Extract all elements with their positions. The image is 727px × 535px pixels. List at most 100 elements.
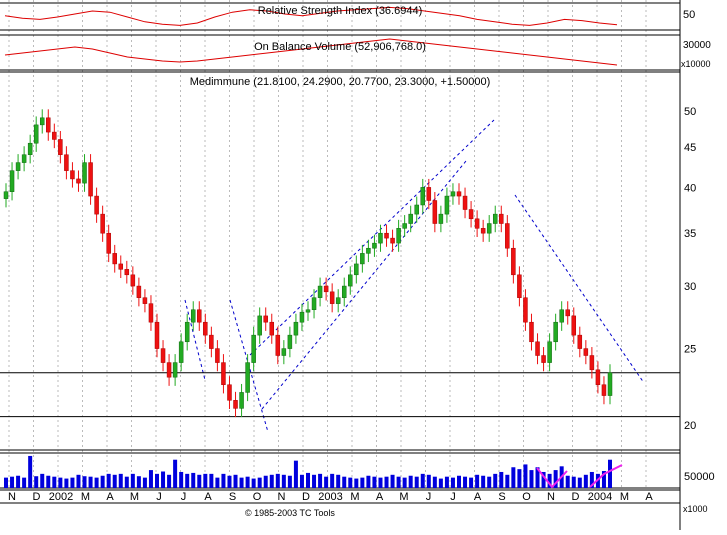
volume-bar bbox=[571, 476, 576, 488]
volume-bar bbox=[209, 473, 214, 488]
price-tick-label: 40 bbox=[684, 182, 696, 194]
volume-tick: 50000 bbox=[684, 471, 715, 483]
candle bbox=[565, 301, 570, 325]
candle bbox=[456, 183, 462, 205]
volume-bar bbox=[88, 476, 93, 488]
month-tick-label: O bbox=[253, 491, 262, 503]
volume-bar bbox=[583, 474, 588, 488]
candle bbox=[184, 313, 190, 351]
candle bbox=[341, 277, 347, 307]
month-tick-label: J bbox=[450, 491, 456, 503]
candle bbox=[601, 376, 607, 405]
volume-bar bbox=[396, 476, 401, 488]
volume-bar bbox=[402, 477, 407, 488]
volume-bar bbox=[227, 475, 232, 488]
candle bbox=[511, 239, 516, 284]
candle bbox=[607, 364, 613, 405]
month-tick-label: A bbox=[106, 491, 114, 503]
month-tick-label: A bbox=[376, 491, 384, 503]
candle bbox=[360, 244, 365, 273]
volume-bar bbox=[233, 474, 238, 488]
volume-bar bbox=[312, 474, 317, 488]
volume-bar bbox=[306, 472, 310, 488]
volume-bar bbox=[493, 473, 498, 488]
volume-bar bbox=[541, 471, 546, 488]
obv-tick: 30000 bbox=[683, 40, 711, 51]
obv-unit: x10000 bbox=[681, 59, 711, 69]
candle bbox=[444, 187, 450, 223]
candlesticks bbox=[3, 109, 613, 418]
month-tick-label: S bbox=[498, 491, 505, 503]
candle bbox=[354, 255, 359, 284]
month-tick-label: D bbox=[572, 491, 580, 503]
candle bbox=[438, 205, 444, 233]
candle bbox=[46, 109, 51, 141]
volume-bar bbox=[529, 470, 534, 488]
candle bbox=[215, 340, 220, 372]
volume-bar bbox=[553, 470, 558, 488]
volume-bar bbox=[505, 474, 510, 488]
volume-bar bbox=[167, 474, 172, 488]
volume-bar bbox=[203, 473, 208, 488]
falling-resistance-line bbox=[514, 194, 645, 384]
rsi-tick: 50 bbox=[683, 9, 695, 21]
candle bbox=[372, 234, 377, 257]
volume-bar bbox=[432, 476, 437, 488]
volume-bar bbox=[414, 476, 419, 488]
volume-bar bbox=[275, 473, 280, 488]
candle bbox=[9, 162, 15, 201]
volume-bar bbox=[287, 475, 292, 488]
volume-bar bbox=[438, 478, 443, 488]
candle bbox=[142, 289, 148, 313]
candle bbox=[94, 187, 99, 223]
candle bbox=[474, 210, 480, 238]
volume-bar bbox=[281, 474, 286, 488]
candle bbox=[323, 277, 329, 301]
volume-bar bbox=[100, 475, 105, 488]
volume-bar bbox=[136, 476, 141, 488]
candle bbox=[257, 307, 262, 344]
candle bbox=[571, 307, 577, 344]
grid-lines bbox=[8, 0, 647, 488]
volume-bar bbox=[221, 473, 226, 488]
candle bbox=[480, 219, 486, 242]
candle bbox=[33, 116, 39, 152]
volume-bar bbox=[469, 477, 474, 488]
candle bbox=[233, 391, 238, 418]
volume-bar bbox=[82, 476, 87, 488]
volume-bar bbox=[173, 459, 178, 488]
volume-bar bbox=[179, 471, 184, 488]
volume-bar bbox=[4, 477, 8, 488]
month-tick-label: A bbox=[645, 491, 653, 503]
candle bbox=[366, 239, 371, 263]
volume-bar bbox=[444, 476, 449, 488]
volume-bar bbox=[191, 472, 196, 488]
month-tick-label: A bbox=[204, 491, 212, 503]
candle bbox=[505, 215, 510, 257]
volume-bar bbox=[94, 477, 99, 488]
candle bbox=[541, 347, 546, 372]
month-tick-label: J bbox=[181, 491, 187, 503]
volume-bar bbox=[52, 476, 57, 488]
volume-bar bbox=[16, 475, 21, 488]
volume-bar bbox=[463, 476, 468, 488]
volume-highlight-2 bbox=[589, 464, 623, 488]
volume-bar bbox=[426, 474, 431, 488]
month-tick-label: 2002 bbox=[49, 491, 73, 503]
volume-bar bbox=[155, 473, 159, 488]
candle bbox=[499, 205, 504, 233]
candle bbox=[160, 340, 166, 372]
candle bbox=[148, 295, 154, 331]
candle bbox=[317, 277, 323, 307]
candle bbox=[172, 354, 178, 386]
volume-bar bbox=[185, 473, 190, 488]
volume-bar bbox=[487, 476, 492, 488]
volume-bar bbox=[384, 476, 389, 488]
time-axis: N D 2002 M A M J J A S O N D 2003 M A M J J A S O N D 2004 M A © 1… bbox=[0, 489, 680, 518]
candle bbox=[468, 201, 474, 228]
volume-bar bbox=[517, 469, 522, 488]
volume-bar bbox=[390, 474, 395, 488]
candle bbox=[492, 205, 498, 233]
candle bbox=[553, 313, 558, 351]
candle bbox=[402, 215, 407, 238]
